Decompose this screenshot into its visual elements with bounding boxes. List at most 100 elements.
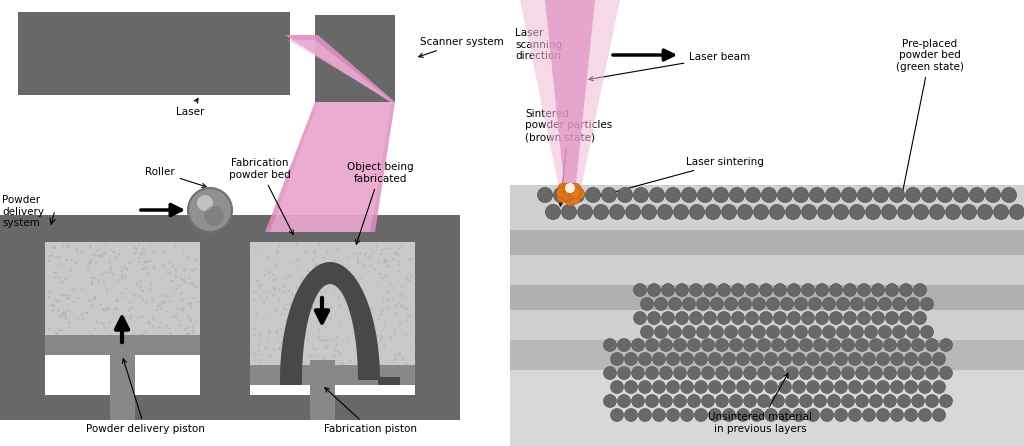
Bar bbox=[510, 310, 1024, 340]
Circle shape bbox=[386, 260, 389, 263]
Circle shape bbox=[300, 308, 302, 310]
Circle shape bbox=[379, 273, 381, 275]
Circle shape bbox=[339, 353, 341, 355]
Circle shape bbox=[296, 244, 298, 246]
Circle shape bbox=[296, 310, 298, 313]
Circle shape bbox=[268, 271, 270, 273]
Circle shape bbox=[279, 347, 281, 349]
Circle shape bbox=[886, 311, 898, 325]
Circle shape bbox=[172, 265, 174, 267]
Circle shape bbox=[301, 289, 303, 291]
Bar bbox=[45, 242, 200, 350]
Circle shape bbox=[560, 190, 572, 202]
Circle shape bbox=[100, 322, 102, 324]
Circle shape bbox=[133, 247, 136, 249]
Circle shape bbox=[62, 337, 65, 339]
Circle shape bbox=[283, 285, 286, 287]
Circle shape bbox=[985, 187, 1000, 202]
Circle shape bbox=[267, 330, 270, 332]
Circle shape bbox=[55, 333, 58, 335]
Circle shape bbox=[133, 294, 136, 297]
Circle shape bbox=[186, 333, 189, 335]
Circle shape bbox=[187, 315, 189, 318]
Circle shape bbox=[378, 262, 380, 265]
Circle shape bbox=[288, 289, 290, 292]
Circle shape bbox=[879, 297, 892, 310]
Circle shape bbox=[794, 187, 809, 202]
Circle shape bbox=[258, 285, 260, 288]
Circle shape bbox=[835, 380, 848, 393]
Circle shape bbox=[156, 336, 158, 339]
Circle shape bbox=[758, 367, 770, 380]
Circle shape bbox=[849, 409, 861, 421]
Bar bbox=[110, 355, 135, 420]
Circle shape bbox=[890, 187, 904, 202]
Circle shape bbox=[60, 336, 63, 339]
Circle shape bbox=[634, 311, 646, 325]
Circle shape bbox=[694, 409, 708, 421]
Circle shape bbox=[603, 367, 616, 380]
Circle shape bbox=[851, 326, 863, 339]
Circle shape bbox=[187, 342, 190, 344]
Circle shape bbox=[161, 301, 163, 304]
Circle shape bbox=[94, 254, 97, 256]
Circle shape bbox=[390, 336, 392, 339]
Circle shape bbox=[95, 262, 97, 264]
Circle shape bbox=[398, 353, 400, 355]
Bar bbox=[250, 365, 415, 385]
Circle shape bbox=[842, 187, 856, 202]
Circle shape bbox=[337, 285, 340, 288]
Circle shape bbox=[259, 295, 262, 297]
Text: Laser
scanning
direction: Laser scanning direction bbox=[515, 28, 562, 61]
Circle shape bbox=[945, 205, 961, 219]
Bar bbox=[200, 215, 225, 420]
Circle shape bbox=[76, 250, 79, 252]
Circle shape bbox=[401, 285, 403, 288]
Circle shape bbox=[142, 298, 144, 301]
Circle shape bbox=[103, 308, 105, 310]
Circle shape bbox=[130, 301, 132, 304]
Circle shape bbox=[350, 332, 353, 335]
Circle shape bbox=[778, 380, 792, 393]
Circle shape bbox=[385, 247, 387, 249]
Circle shape bbox=[343, 280, 346, 282]
Circle shape bbox=[69, 322, 71, 324]
Circle shape bbox=[384, 260, 387, 262]
Circle shape bbox=[272, 293, 274, 296]
Circle shape bbox=[326, 339, 328, 342]
Circle shape bbox=[904, 409, 918, 421]
Circle shape bbox=[313, 277, 316, 279]
Circle shape bbox=[74, 279, 77, 281]
Text: Object being
fabricated: Object being fabricated bbox=[347, 162, 414, 244]
Circle shape bbox=[310, 355, 312, 358]
Circle shape bbox=[347, 255, 349, 257]
Circle shape bbox=[871, 311, 885, 325]
Circle shape bbox=[696, 297, 710, 310]
Circle shape bbox=[281, 328, 283, 330]
Circle shape bbox=[330, 307, 333, 309]
Circle shape bbox=[142, 248, 144, 250]
Circle shape bbox=[253, 333, 256, 335]
Circle shape bbox=[129, 315, 131, 317]
Circle shape bbox=[822, 326, 836, 339]
Circle shape bbox=[186, 327, 188, 329]
Circle shape bbox=[91, 283, 93, 285]
Circle shape bbox=[328, 312, 331, 314]
Circle shape bbox=[257, 344, 260, 346]
Circle shape bbox=[397, 269, 399, 272]
Circle shape bbox=[309, 299, 312, 301]
Circle shape bbox=[301, 344, 304, 346]
Circle shape bbox=[191, 327, 194, 329]
Circle shape bbox=[381, 249, 383, 251]
Text: Scanner system: Scanner system bbox=[419, 37, 504, 58]
Circle shape bbox=[150, 289, 152, 291]
Bar bbox=[378, 377, 400, 385]
Circle shape bbox=[167, 310, 169, 313]
Circle shape bbox=[372, 251, 375, 253]
Text: Laser: Laser bbox=[176, 99, 204, 117]
Circle shape bbox=[338, 296, 341, 299]
Circle shape bbox=[383, 258, 385, 260]
Circle shape bbox=[410, 348, 412, 350]
Circle shape bbox=[273, 287, 275, 289]
Circle shape bbox=[639, 409, 651, 421]
